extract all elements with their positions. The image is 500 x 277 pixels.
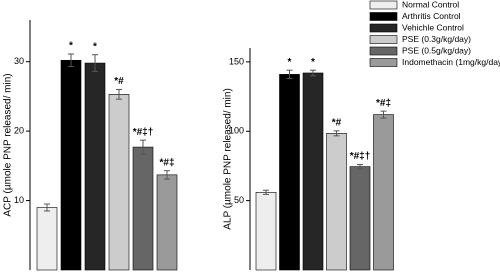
y-tick-label: 50 xyxy=(234,195,244,205)
legend-label: Vehichle Control xyxy=(402,22,464,32)
bar xyxy=(302,72,324,271)
annotation: * xyxy=(69,41,73,52)
legend-label: Normal Control xyxy=(402,0,459,9)
y-axis-label: ALP (µmole PNP released/ min) xyxy=(223,88,234,230)
annotation: *#‡† xyxy=(350,151,371,162)
y-axis-label: ACP (µmole PNP released/ min) xyxy=(3,73,14,216)
legend-swatch xyxy=(369,0,398,10)
y-tick-label: 20 xyxy=(14,125,24,135)
bar xyxy=(132,146,154,271)
legend-swatch xyxy=(369,58,398,67)
legend-label: PSE (0.3g/kg/day) xyxy=(402,34,471,44)
annotation: *# xyxy=(114,76,124,87)
annotation: *#‡ xyxy=(159,157,174,168)
legend-swatch xyxy=(369,12,398,21)
legend-label: PSE (0.5g/kg/day) xyxy=(402,45,471,55)
legend-swatch xyxy=(369,23,398,33)
y-tick-label: 10 xyxy=(14,195,24,205)
bar xyxy=(156,174,178,271)
annotation: *#‡ xyxy=(376,98,391,109)
legend-label: Arthritis Control xyxy=(402,11,461,21)
annotation: * xyxy=(93,41,97,52)
bar xyxy=(373,114,394,271)
legend-swatch xyxy=(369,46,398,56)
legend-label: Indomethacin (1mg/kg/day) xyxy=(402,57,500,67)
bar xyxy=(326,133,347,271)
bar xyxy=(279,74,300,271)
annotation: *# xyxy=(332,117,342,128)
annotation: * xyxy=(288,57,292,68)
y-tick-label: 150 xyxy=(229,56,244,66)
legend-swatch xyxy=(369,35,398,44)
bar xyxy=(108,94,130,271)
bar xyxy=(255,192,277,271)
bar xyxy=(36,207,58,271)
annotation: *#‡† xyxy=(133,127,154,138)
annotation: * xyxy=(311,57,315,68)
y-tick-label: 100 xyxy=(229,126,244,136)
bar xyxy=(84,62,106,271)
bar xyxy=(349,166,371,271)
y-tick-label: 30 xyxy=(14,56,24,66)
bar xyxy=(60,59,82,271)
